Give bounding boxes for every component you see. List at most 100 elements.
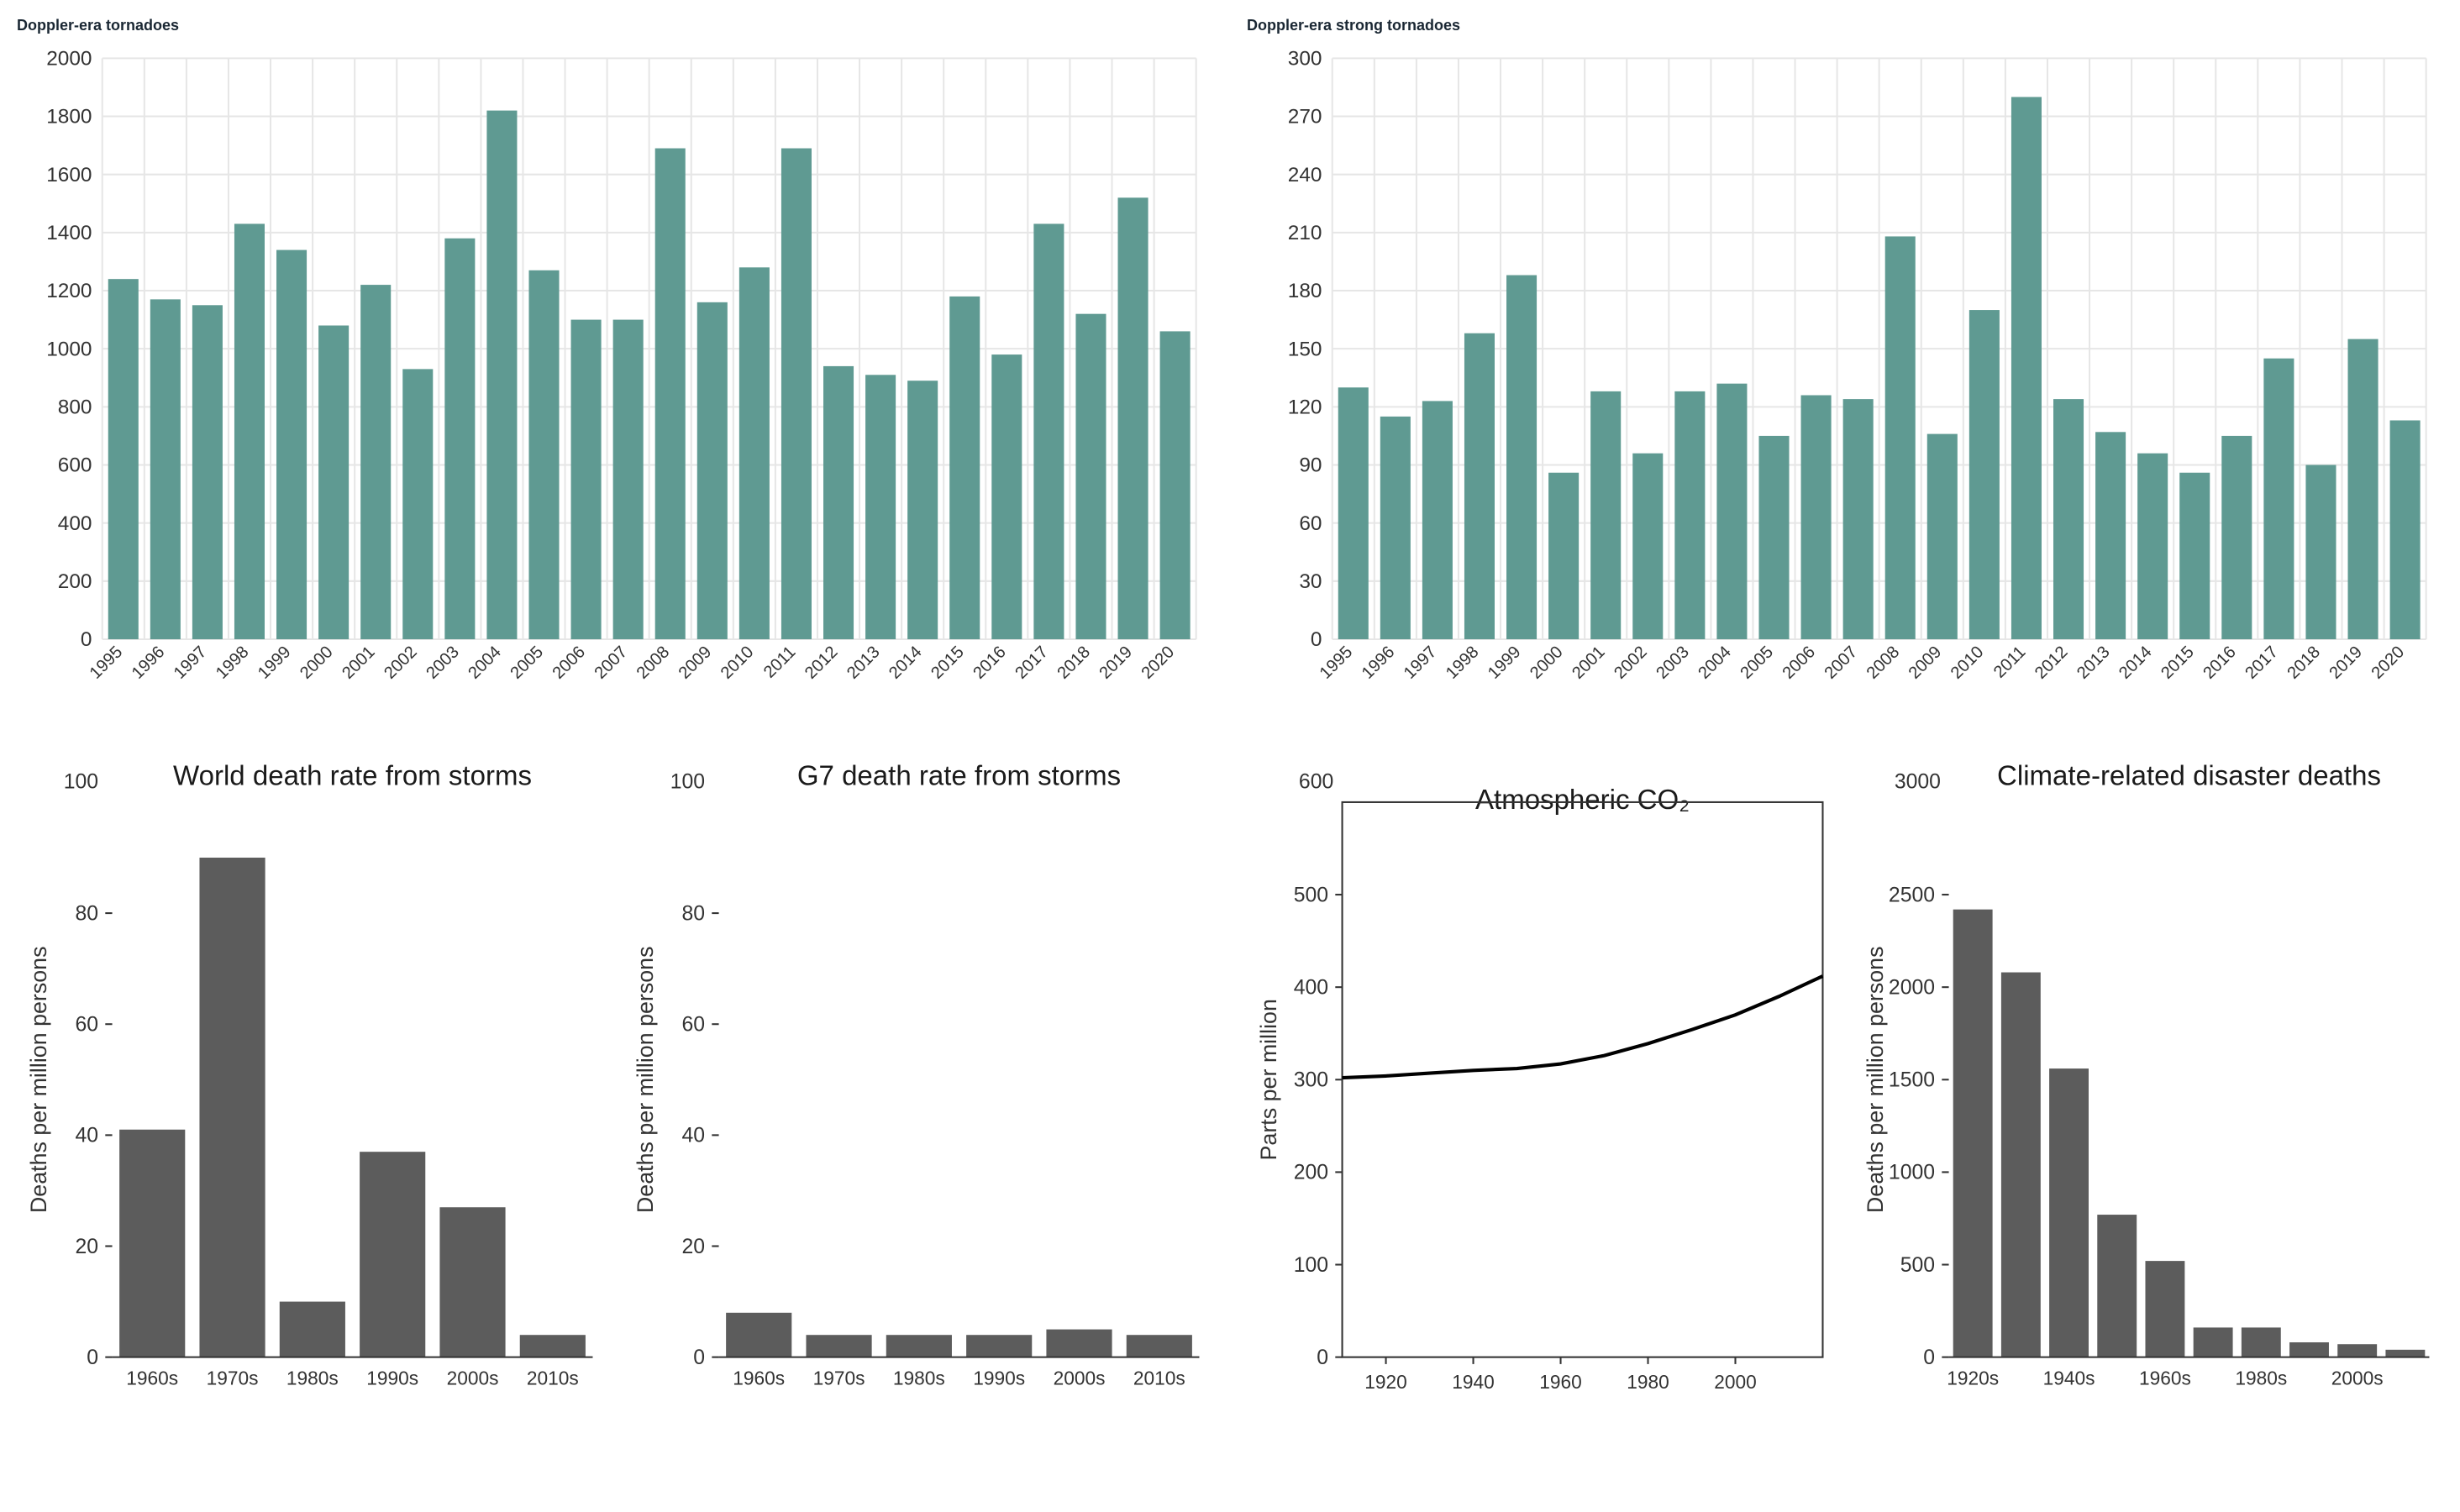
svg-text:2011: 2011: [760, 643, 799, 681]
svg-text:120: 120: [1288, 396, 1322, 418]
bar: [444, 239, 475, 639]
svg-text:1996: 1996: [129, 643, 169, 683]
svg-text:1999: 1999: [255, 643, 295, 683]
svg-text:270: 270: [1288, 106, 1322, 129]
svg-text:1998: 1998: [1443, 643, 1483, 683]
co2-line: [1343, 976, 1823, 1078]
svg-text:100: 100: [670, 770, 705, 793]
svg-text:2010: 2010: [718, 643, 758, 683]
svg-text:1995: 1995: [87, 643, 127, 683]
svg-text:2015: 2015: [928, 643, 968, 683]
svg-text:2010: 2010: [1948, 643, 1988, 683]
svg-text:2000: 2000: [1889, 976, 1935, 999]
svg-text:0: 0: [693, 1347, 705, 1369]
svg-text:300: 300: [1288, 47, 1322, 70]
bar: [2097, 1215, 2137, 1357]
svg-text:1970s: 1970s: [813, 1367, 865, 1389]
svg-text:2009: 2009: [675, 643, 716, 683]
svg-text:80: 80: [681, 902, 705, 925]
svg-text:2000s: 2000s: [2331, 1367, 2384, 1389]
svg-text:1960s: 1960s: [2139, 1367, 2191, 1389]
bar: [1118, 197, 1149, 639]
svg-text:2018: 2018: [1054, 643, 1094, 683]
panel-co2-disaster: 600Atmospheric CO₂0100200300400500192019…: [1247, 750, 2443, 1410]
svg-text:100: 100: [1294, 1253, 1328, 1276]
bar: [2289, 1342, 2329, 1357]
svg-text:2006: 2006: [1779, 643, 1820, 683]
bar: [2001, 972, 2041, 1357]
bar: [1338, 387, 1369, 639]
bar: [1464, 333, 1495, 639]
bar: [991, 354, 1022, 639]
svg-text:180: 180: [1288, 280, 1322, 302]
bar: [119, 1129, 185, 1357]
bar: [2145, 1261, 2184, 1357]
svg-text:1920: 1920: [1364, 1371, 1407, 1393]
svg-text:2003: 2003: [423, 643, 463, 683]
svg-text:2000: 2000: [1527, 643, 1567, 683]
svg-text:Atmospheric CO₂: Atmospheric CO₂: [1475, 784, 1690, 815]
svg-text:2001: 2001: [339, 643, 379, 683]
svg-text:2020: 2020: [1138, 643, 1179, 683]
bar: [1160, 331, 1191, 639]
svg-text:2016: 2016: [970, 643, 1010, 683]
bar: [1632, 454, 1663, 639]
svg-text:1000: 1000: [1889, 1161, 1935, 1184]
bar: [1969, 310, 2000, 639]
svg-text:Parts per million: Parts per million: [1256, 999, 1281, 1160]
bar: [1506, 276, 1537, 639]
sub-world-storms: 100World death rate from storms020406080…: [17, 750, 607, 1410]
bar: [486, 111, 517, 639]
svg-text:1940s: 1940s: [2043, 1367, 2095, 1389]
bar: [2385, 1350, 2425, 1357]
svg-text:0: 0: [81, 628, 92, 651]
svg-text:2010s: 2010s: [527, 1367, 579, 1389]
svg-text:80: 80: [75, 902, 98, 925]
bar: [234, 223, 265, 639]
bar: [1590, 391, 1621, 639]
bar: [1885, 236, 1916, 639]
bar: [2194, 1327, 2233, 1357]
bar: [360, 1152, 425, 1357]
bar: [276, 250, 307, 639]
svg-text:2009: 2009: [1905, 643, 1946, 683]
svg-text:2001: 2001: [1569, 643, 1609, 683]
svg-text:2015: 2015: [2158, 643, 2198, 683]
svg-text:1960s: 1960s: [733, 1367, 785, 1389]
bar: [1716, 384, 1747, 639]
bar: [1953, 909, 1993, 1357]
bar: [1127, 1335, 1192, 1357]
bar: [1380, 417, 1411, 639]
svg-text:60: 60: [1299, 512, 1322, 535]
svg-text:World death rate from storms: World death rate from storms: [173, 759, 532, 790]
svg-text:1995: 1995: [1317, 643, 1357, 683]
svg-text:2004: 2004: [1695, 643, 1735, 683]
svg-text:1800: 1800: [46, 106, 92, 129]
svg-text:2018: 2018: [2284, 643, 2324, 683]
title-doppler-strong: Doppler-era strong tornadoes: [1247, 17, 2443, 34]
bar: [907, 381, 938, 639]
bar: [199, 858, 265, 1357]
svg-text:400: 400: [1294, 976, 1328, 999]
bar: [966, 1335, 1032, 1357]
svg-text:200: 200: [58, 570, 92, 593]
svg-text:2004: 2004: [465, 643, 505, 683]
svg-text:Deaths per million persons: Deaths per million persons: [633, 946, 658, 1213]
panel-storm-deaths: 100World death rate from storms020406080…: [17, 750, 1213, 1410]
bar: [2095, 432, 2126, 639]
bar: [1801, 395, 1832, 638]
bar: [739, 267, 770, 639]
bar: [318, 326, 349, 639]
svg-text:2002: 2002: [1611, 643, 1651, 683]
svg-text:500: 500: [1900, 1253, 1935, 1276]
bar: [949, 297, 980, 639]
chart-g7-storms: 100G7 death rate from storms020406080Dea…: [623, 750, 1213, 1410]
sub-co2: 600Atmospheric CO₂0100200300400500192019…: [1247, 750, 1837, 1410]
bar: [360, 285, 391, 639]
bar: [2337, 1344, 2377, 1357]
bar: [2053, 399, 2084, 639]
svg-text:2017: 2017: [2242, 643, 2282, 683]
svg-text:0: 0: [1317, 1347, 1328, 1369]
bar: [571, 320, 602, 639]
bar: [1843, 399, 1874, 639]
